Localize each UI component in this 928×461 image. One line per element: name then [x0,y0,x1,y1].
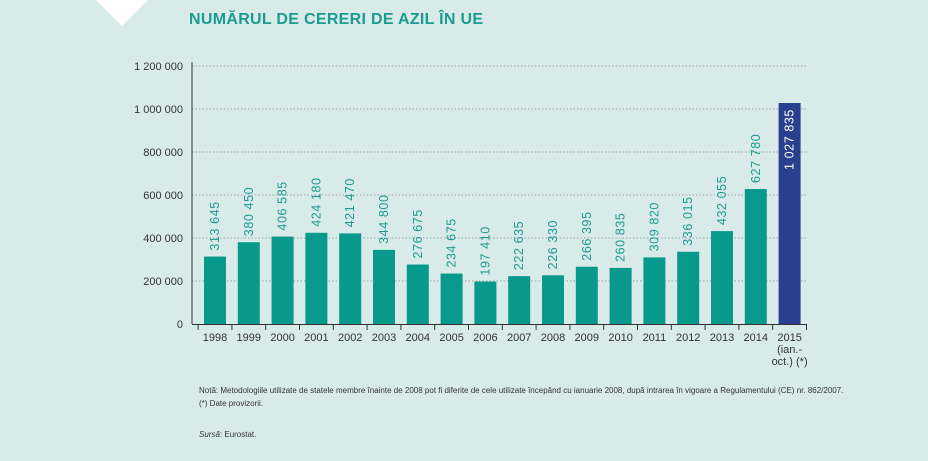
y-tick-label: 800 000 [143,147,183,159]
bar-chart: 0 200 000 400 000 600 000 800 000 1 000 000 1 … [134,61,808,368]
data-label: 226 330 [546,220,560,269]
bar-2012 [677,251,700,324]
y-tick-label: 0 [177,319,183,331]
data-label: 421 470 [343,178,357,227]
bar-2005 [440,273,463,324]
x-axis: 1998 1999 2000 2001 2002 2003 2004 2005 2006 2007… [192,324,808,368]
grid-lines [192,65,806,282]
y-tick-label: 1 000 000 [134,104,183,116]
data-label: 1 027 835 [783,109,797,170]
bar-2010 [609,267,632,324]
chart-title: NUMĂRUL DE CERERI DE AZIL ÎN UE [189,11,484,28]
bar-2004 [406,264,429,324]
source-text: : Eurostat. [219,430,257,439]
provisional-note: (*) Date provizorii. [199,399,264,408]
data-label: 424 180 [309,177,323,226]
bar-2011 [643,257,666,324]
y-axis: 0 200 000 400 000 600 000 800 000 1 000 000 1 … [134,61,193,331]
data-label: 234 675 [445,218,459,267]
x-tick-label: 2001 [304,332,328,344]
bars: 313 645 380 450 406 585 424 180 421 470 344 8… [204,103,801,324]
bar-2002 [339,233,362,324]
x-tick-label: 2004 [406,332,430,344]
bar-2009 [575,266,598,324]
data-label: 380 450 [242,187,256,236]
bar-1999 [237,242,260,324]
bar-2008 [542,275,564,324]
x-tick-label: 1999 [237,332,261,344]
x-tick-label: 2012 [676,332,700,344]
x-tick-label: 2008 [541,332,565,344]
x-tick-label: 2011 [643,332,667,344]
x-tick-label: 2000 [270,332,294,344]
x-tick-label: 2009 [575,332,599,344]
x-tick-label: 2003 [372,332,396,344]
x-tick-label: 1998 [203,332,227,344]
source-note: Sursă: Eurostat. [199,430,256,439]
data-label: 627 780 [749,134,763,183]
data-label: 313 645 [208,201,222,250]
x-tick-label: 2002 [338,332,362,344]
x-tick-label: 2013 [710,332,734,344]
bar-2007 [508,276,531,324]
data-label: 197 410 [478,226,492,275]
data-label: 336 015 [681,196,695,245]
x-tick-label: oct.) (*) [772,356,808,368]
x-tick-label: 2007 [507,332,531,344]
methodology-note: Notă: Metodologiile utilizate de statele… [199,386,844,395]
bar-2006 [474,281,497,324]
bar-2001 [305,232,328,324]
x-tick-label: 2010 [608,332,632,344]
x-tick-label: 2015 [777,332,801,344]
x-tick-label: 2014 [744,332,768,344]
bar-2003 [373,249,395,324]
data-label: 432 055 [715,176,729,225]
bar-2014 [744,189,767,324]
data-label: 222 635 [512,221,526,270]
bar-1998 [204,256,226,324]
data-label: 309 820 [647,202,661,251]
x-tick-label: 2005 [439,332,463,344]
bar-2015 [778,103,801,324]
data-label: 344 800 [377,194,391,243]
bar-2013 [711,231,733,324]
data-label: 260 835 [614,213,628,262]
data-label: 406 585 [276,181,290,230]
data-label: 276 675 [411,209,425,258]
source-label: Sursă [199,430,220,439]
y-tick-label: 200 000 [143,276,183,288]
y-tick-label: 600 000 [143,190,183,202]
x-tick-label: 2006 [473,332,497,344]
y-tick-label: 400 000 [143,233,183,245]
bar-2000 [271,236,294,324]
corner-notch-decoration [96,0,148,26]
y-tick-label: 1 200 000 [134,61,183,73]
data-label: 266 395 [580,211,594,260]
x-tick-label: (ian.- [777,344,802,356]
